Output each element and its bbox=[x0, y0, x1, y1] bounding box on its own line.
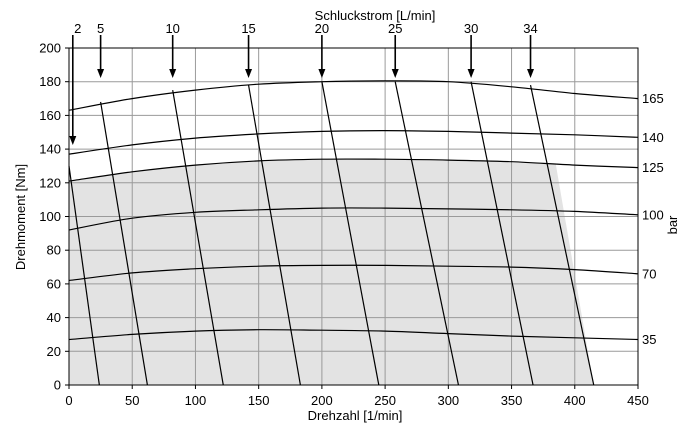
grid bbox=[69, 48, 638, 385]
y-tick-label: 180 bbox=[39, 74, 61, 89]
pressure-label-125: 125 bbox=[642, 160, 664, 175]
x-tick-label: 50 bbox=[125, 393, 139, 408]
x-tick-label: 350 bbox=[501, 393, 523, 408]
x-tick-label: 0 bbox=[65, 393, 72, 408]
pressure-curve-35 bbox=[68, 329, 639, 341]
flow-arrowhead-10 bbox=[169, 69, 177, 78]
flow-arrowhead-5 bbox=[97, 69, 105, 78]
flow-label-20: 20 bbox=[315, 21, 329, 36]
right-axis-label: bar bbox=[665, 215, 680, 234]
pressure-curves: 165 140 125 100 70 35 bbox=[68, 80, 664, 347]
x-axis-label: Drehzahl [1/min] bbox=[308, 408, 403, 423]
flow-lines: 2 5 10 15 20 25 30 34 bbox=[68, 21, 595, 386]
x-tick-label: 400 bbox=[564, 393, 586, 408]
y-tick-label: 100 bbox=[39, 209, 61, 224]
y-tick-label: 120 bbox=[39, 175, 61, 190]
flow-line-30 bbox=[470, 81, 534, 386]
flow-arrowhead-20 bbox=[318, 69, 326, 78]
flow-arrowhead-2 bbox=[69, 136, 77, 145]
flow-line-2 bbox=[68, 165, 100, 386]
x-tick-label: 100 bbox=[185, 393, 207, 408]
pressure-label-100: 100 bbox=[642, 207, 664, 222]
operating-region bbox=[69, 159, 594, 385]
flow-label-34: 34 bbox=[523, 21, 537, 36]
flow-line-34 bbox=[529, 84, 595, 386]
y-tick-label: 20 bbox=[47, 344, 61, 359]
pressure-curve-140 bbox=[68, 129, 639, 155]
y-tick-label: 0 bbox=[54, 378, 61, 393]
pressure-curve-70 bbox=[68, 264, 639, 282]
y-tick-label: 80 bbox=[47, 243, 61, 258]
x-tick-label: 200 bbox=[311, 393, 333, 408]
y-tick-label: 60 bbox=[47, 276, 61, 291]
x-tick-label: 150 bbox=[248, 393, 270, 408]
y-tick-label: 160 bbox=[39, 108, 61, 123]
flow-line-25 bbox=[394, 81, 460, 386]
flow-label-15: 15 bbox=[241, 21, 255, 36]
pressure-label-35: 35 bbox=[642, 332, 656, 347]
y-tick-label: 200 bbox=[39, 41, 61, 56]
flow-label-2: 2 bbox=[74, 21, 81, 36]
flow-label-10: 10 bbox=[165, 21, 179, 36]
flow-arrowhead-34 bbox=[527, 69, 535, 78]
pressure-label-70: 70 bbox=[642, 266, 656, 281]
pressure-curve-165 bbox=[68, 80, 639, 111]
x-tick-label: 250 bbox=[374, 393, 396, 408]
flow-line-5 bbox=[100, 101, 148, 386]
flow-line-10 bbox=[172, 90, 224, 386]
flow-arrowhead-30 bbox=[467, 69, 475, 78]
x-tick-label: 450 bbox=[627, 393, 649, 408]
flow-line-20 bbox=[321, 81, 380, 386]
pressure-label-165: 165 bbox=[642, 91, 664, 106]
flow-arrowhead-25 bbox=[391, 69, 399, 78]
top-axis-label: Schluckstrom [L/min] bbox=[315, 8, 436, 23]
y-axis-label: Drehmoment [Nm] bbox=[13, 164, 28, 270]
y-tick-label: 140 bbox=[39, 142, 61, 157]
flow-label-30: 30 bbox=[464, 21, 478, 36]
pressure-label-140: 140 bbox=[642, 130, 664, 145]
flow-arrowhead-15 bbox=[245, 69, 253, 78]
pressure-curve-100 bbox=[68, 207, 639, 231]
y-tick-label: 40 bbox=[47, 310, 61, 325]
x-tick-label: 300 bbox=[437, 393, 459, 408]
pressure-curve-125 bbox=[68, 158, 639, 182]
flow-label-5: 5 bbox=[97, 21, 104, 36]
flow-label-25: 25 bbox=[388, 21, 402, 36]
flow-line-15 bbox=[247, 84, 301, 386]
axis-ticks: 0 50 100 150 200 250 300 350 400 450 0 20 40 60 80 100 1… bbox=[39, 41, 649, 409]
